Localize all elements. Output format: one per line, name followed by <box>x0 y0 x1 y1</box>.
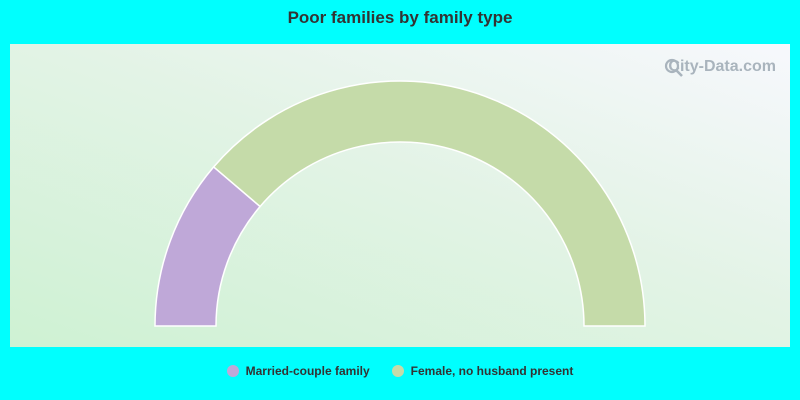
chart-title: Poor families by family type <box>287 8 513 27</box>
legend-swatch <box>391 365 404 377</box>
donut-slice-1[interactable] <box>212 80 646 327</box>
legend-label: Married-couple family <box>245 364 370 378</box>
half-donut-chart <box>154 80 646 327</box>
legend: Married-couple family Female, no husband … <box>0 364 800 378</box>
watermark-text: City-Data.com <box>668 58 776 75</box>
plot-area: City-Data.com <box>10 44 790 347</box>
legend-swatch <box>226 365 239 377</box>
legend-item-0: Married-couple family <box>226 364 370 378</box>
watermark: City-Data.com <box>664 58 776 77</box>
legend-item-1: Female, no husband present <box>391 364 574 378</box>
legend-label: Female, no husband present <box>410 364 574 378</box>
